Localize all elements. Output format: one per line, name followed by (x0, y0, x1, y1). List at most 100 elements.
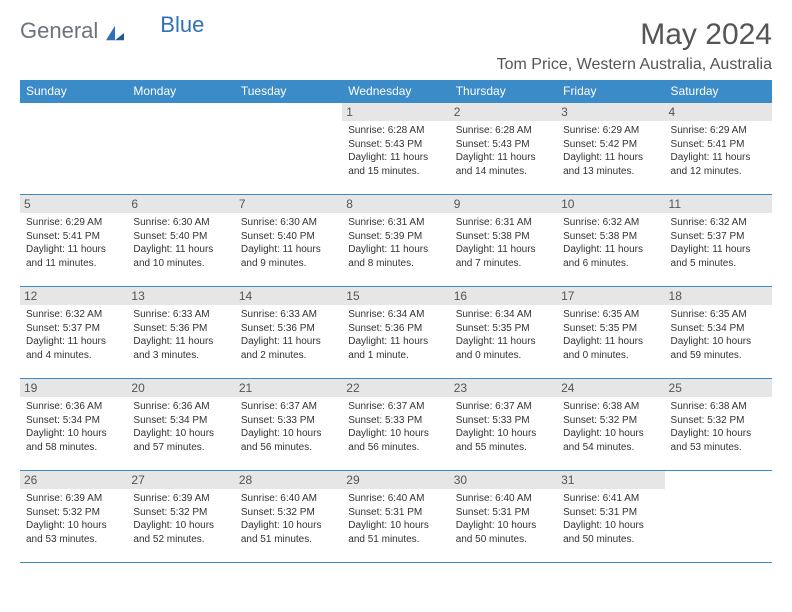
daylight-text: Daylight: 10 hours and 58 minutes. (26, 427, 121, 454)
weekday-header: Tuesday (235, 80, 342, 103)
sunrise-text: Sunrise: 6:37 AM (348, 400, 443, 414)
sunset-text: Sunset: 5:32 PM (671, 414, 766, 428)
day-details: Sunrise: 6:33 AMSunset: 5:36 PMDaylight:… (133, 308, 228, 362)
day-details: Sunrise: 6:33 AMSunset: 5:36 PMDaylight:… (241, 308, 336, 362)
sunset-text: Sunset: 5:41 PM (671, 138, 766, 152)
calendar-week-row: 12 Sunrise: 6:32 AMSunset: 5:37 PMDayligh… (20, 287, 772, 379)
day-number: 29 (342, 471, 449, 489)
sunrise-text: Sunrise: 6:39 AM (133, 492, 228, 506)
daylight-text: Daylight: 10 hours and 57 minutes. (133, 427, 228, 454)
brand-logo: General Blue (20, 18, 204, 44)
sunset-text: Sunset: 5:34 PM (26, 414, 121, 428)
sunrise-text: Sunrise: 6:40 AM (456, 492, 551, 506)
calendar-table: Sunday Monday Tuesday Wednesday Thursday… (20, 80, 772, 563)
daylight-text: Daylight: 11 hours and 10 minutes. (133, 243, 228, 270)
day-details: Sunrise: 6:38 AMSunset: 5:32 PMDaylight:… (671, 400, 766, 454)
calendar-day-cell: 8Sunrise: 6:31 AMSunset: 5:39 PMDaylight… (342, 195, 449, 287)
day-number: 13 (127, 287, 234, 305)
weekday-header: Wednesday (342, 80, 449, 103)
day-details: Sunrise: 6:32 AMSunset: 5:37 PMDaylight:… (671, 216, 766, 270)
weekday-header: Saturday (665, 80, 772, 103)
sunset-text: Sunset: 5:33 PM (348, 414, 443, 428)
sunrise-text: Sunrise: 6:33 AM (133, 308, 228, 322)
sunset-text: Sunset: 5:36 PM (133, 322, 228, 336)
day-number: 17 (557, 287, 664, 305)
sunrise-text: Sunrise: 6:39 AM (26, 492, 121, 506)
sunset-text: Sunset: 5:32 PM (133, 506, 228, 520)
sunset-text: Sunset: 5:40 PM (241, 230, 336, 244)
sunrise-text: Sunrise: 6:38 AM (563, 400, 658, 414)
sunrise-text: Sunrise: 6:28 AM (348, 124, 443, 138)
calendar-day-cell (235, 103, 342, 195)
calendar-day-cell: 27Sunrise: 6:39 AMSunset: 5:32 PMDayligh… (127, 471, 234, 563)
calendar-day-cell: 23 Sunrise: 6:37 AMSunset: 5:33 PMDayligh… (450, 379, 557, 471)
calendar-week-row: 1Sunrise: 6:28 AMSunset: 5:43 PMDaylight… (20, 103, 772, 195)
daylight-text: Daylight: 11 hours and 2 minutes. (241, 335, 336, 362)
weekday-header: Thursday (450, 80, 557, 103)
daylight-text: Daylight: 10 hours and 52 minutes. (133, 519, 228, 546)
day-details: Sunrise: 6:30 AMSunset: 5:40 PMDaylight:… (133, 216, 228, 270)
sunrise-text: Sunrise: 6:38 AM (671, 400, 766, 414)
day-details: Sunrise: 6:40 AMSunset: 5:31 PMDaylight:… (348, 492, 443, 546)
day-number: 24 (557, 379, 664, 397)
day-number: 22 (342, 379, 449, 397)
sunrise-text: Sunrise: 6:34 AM (348, 308, 443, 322)
day-number: 18 (665, 287, 772, 305)
daylight-text: Daylight: 11 hours and 3 minutes. (133, 335, 228, 362)
day-number: 3 (557, 103, 664, 121)
sunset-text: Sunset: 5:37 PM (671, 230, 766, 244)
calendar-week-row: 26Sunrise: 6:39 AMSunset: 5:32 PMDayligh… (20, 471, 772, 563)
day-number: 5 (20, 195, 127, 213)
day-number: 25 (665, 379, 772, 397)
calendar-week-row: 19Sunrise: 6:36 AMSunset: 5:34 PMDayligh… (20, 379, 772, 471)
day-number: 28 (235, 471, 342, 489)
day-details: Sunrise: 6:40 AMSunset: 5:32 PMDaylight:… (241, 492, 336, 546)
brand-part1: General (20, 18, 98, 44)
daylight-text: Daylight: 11 hours and 15 minutes. (348, 151, 443, 178)
calendar-day-cell: 26 Sunrise: 6:39 AMSunset: 5:32 PMDayligh… (20, 471, 127, 563)
day-details: Sunrise: 6:34 AMSunset: 5:36 PMDaylight:… (348, 308, 443, 362)
day-number: 12 (20, 287, 127, 305)
sunrise-text: Sunrise: 6:31 AM (348, 216, 443, 230)
page-title: May 2024 (497, 18, 772, 52)
sunset-text: Sunset: 5:32 PM (563, 414, 658, 428)
day-details: Sunrise: 6:37 AMSunset: 5:33 PMDaylight:… (456, 400, 551, 454)
daylight-text: Daylight: 11 hours and 4 minutes. (26, 335, 121, 362)
calendar-day-cell (20, 103, 127, 195)
daylight-text: Daylight: 10 hours and 50 minutes. (563, 519, 658, 546)
sunrise-text: Sunrise: 6:32 AM (563, 216, 658, 230)
day-number: 8 (342, 195, 449, 213)
calendar-day-cell: 21Sunrise: 6:37 AMSunset: 5:33 PMDayligh… (235, 379, 342, 471)
daylight-text: Daylight: 11 hours and 0 minutes. (456, 335, 551, 362)
day-details: Sunrise: 6:38 AMSunset: 5:32 PMDaylight:… (563, 400, 658, 454)
day-details: Sunrise: 6:32 AMSunset: 5:38 PMDaylight:… (563, 216, 658, 270)
calendar-day-cell: 24 Sunrise: 6:38 AMSunset: 5:32 PMDayligh… (557, 379, 664, 471)
day-number: 10 (557, 195, 664, 213)
sunrise-text: Sunrise: 6:29 AM (26, 216, 121, 230)
day-details: Sunrise: 6:39 AMSunset: 5:32 PMDaylight:… (133, 492, 228, 546)
sunset-text: Sunset: 5:31 PM (348, 506, 443, 520)
calendar-day-cell: 12 Sunrise: 6:32 AMSunset: 5:37 PMDayligh… (20, 287, 127, 379)
sail-icon (104, 22, 126, 40)
sunrise-text: Sunrise: 6:29 AM (671, 124, 766, 138)
sunrise-text: Sunrise: 6:30 AM (133, 216, 228, 230)
day-number: 1 (342, 103, 449, 121)
daylight-text: Daylight: 10 hours and 55 minutes. (456, 427, 551, 454)
day-number: 23 (450, 379, 557, 397)
calendar-day-cell (665, 471, 772, 563)
day-details: Sunrise: 6:39 AMSunset: 5:32 PMDaylight:… (26, 492, 121, 546)
calendar-day-cell (127, 103, 234, 195)
weekday-header: Monday (127, 80, 234, 103)
day-number: 9 (450, 195, 557, 213)
day-details: Sunrise: 6:32 AMSunset: 5:37 PMDaylight:… (26, 308, 121, 362)
daylight-text: Daylight: 10 hours and 51 minutes. (241, 519, 336, 546)
day-details: Sunrise: 6:36 AMSunset: 5:34 PMDaylight:… (26, 400, 121, 454)
day-details: Sunrise: 6:36 AMSunset: 5:34 PMDaylight:… (133, 400, 228, 454)
daylight-text: Daylight: 11 hours and 11 minutes. (26, 243, 121, 270)
sunset-text: Sunset: 5:35 PM (456, 322, 551, 336)
calendar-day-cell: 18Sunrise: 6:35 AMSunset: 5:34 PMDayligh… (665, 287, 772, 379)
day-number: 26 (20, 471, 127, 489)
page-subtitle: Tom Price, Western Australia, Australia (497, 56, 772, 74)
sunset-text: Sunset: 5:33 PM (456, 414, 551, 428)
calendar-day-cell: 22Sunrise: 6:37 AMSunset: 5:33 PMDayligh… (342, 379, 449, 471)
